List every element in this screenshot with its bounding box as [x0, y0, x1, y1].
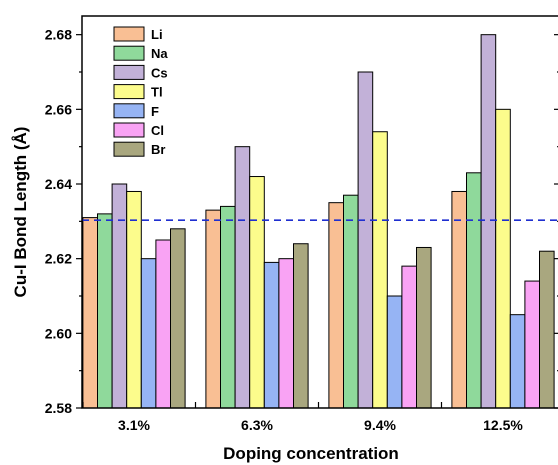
bar-cs-9-4pct — [357, 71, 374, 409]
legend-swatch-cl — [113, 122, 145, 138]
bar-cl-12-5pct — [524, 280, 541, 409]
legend-label-br: Br — [151, 142, 165, 157]
bar-cs-6-3pct — [234, 146, 251, 409]
bars-group — [82, 34, 555, 409]
legend-swatch-li — [113, 26, 145, 42]
y-tick-label: 2.62 — [45, 251, 72, 267]
bar-tl-6-3pct — [249, 176, 265, 409]
bar-cs-12-5pct — [480, 34, 497, 409]
bar-na-6-3pct — [220, 205, 236, 409]
bar-li-12-5pct — [451, 190, 467, 409]
bar-li-3-1pct — [82, 217, 99, 409]
bar-cl-6-3pct — [278, 258, 294, 409]
bar-f-9-4pct — [386, 295, 403, 409]
x-tick-label: 3.1% — [118, 417, 150, 433]
y-axis: 2.58 2.60 2.62 2.64 2.66 2.68 — [45, 27, 558, 416]
bar-f-3-1pct — [140, 258, 157, 409]
legend-label-cs: Cs — [151, 65, 168, 80]
bar-li-6-3pct — [205, 209, 221, 409]
bar-cs-3-1pct — [111, 183, 128, 409]
bar-br-12-5pct — [539, 250, 555, 409]
legend: Li Na Cs Tl F Cl Br — [113, 26, 168, 157]
x-tick-label: 6.3% — [241, 417, 273, 433]
legend-swatch-cs — [113, 64, 145, 80]
x-tick-label: 12.5% — [483, 417, 523, 433]
y-axis-title: Cu-I Bond Length (Å) — [11, 127, 30, 298]
x-tick-label: 9.4% — [364, 417, 396, 433]
plot-frame — [81, 15, 558, 409]
legend-label-cl: Cl — [151, 123, 164, 138]
y-tick-label: 2.68 — [45, 27, 72, 43]
y-tick-label: 2.64 — [45, 176, 72, 192]
bar-na-12-5pct — [466, 172, 482, 409]
legend-swatch-br — [113, 141, 145, 157]
x-axis-title: Doping concentration — [223, 444, 399, 463]
bar-li-9-4pct — [328, 202, 344, 409]
x-axis: 3.1% 6.3% 9.4% 12.5% — [82, 402, 523, 433]
bar-cl-3-1pct — [155, 239, 171, 409]
y-tick-label: 2.60 — [45, 325, 72, 341]
y-tick-label: 2.58 — [45, 400, 72, 416]
legend-label-tl: Tl — [151, 85, 163, 100]
legend-swatch-na — [113, 45, 145, 61]
bar-tl-12-5pct — [495, 108, 511, 409]
bar-f-12-5pct — [509, 314, 526, 409]
bar-na-9-4pct — [343, 194, 359, 409]
y-tick-label: 2.66 — [45, 101, 72, 117]
bar-cl-9-4pct — [401, 265, 417, 409]
legend-label-f: F — [151, 104, 159, 119]
bar-f-6-3pct — [263, 261, 280, 409]
bar-br-3-1pct — [170, 228, 186, 409]
legend-label-li: Li — [151, 27, 163, 42]
bar-tl-3-1pct — [126, 190, 142, 409]
legend-label-na: Na — [151, 46, 168, 61]
bar-tl-9-4pct — [372, 131, 388, 409]
legend-swatch-f — [113, 103, 145, 119]
bar-br-6-3pct — [293, 243, 309, 409]
legend-swatch-tl — [113, 84, 145, 100]
bar-na-3-1pct — [97, 213, 113, 409]
bar-br-9-4pct — [416, 246, 432, 409]
